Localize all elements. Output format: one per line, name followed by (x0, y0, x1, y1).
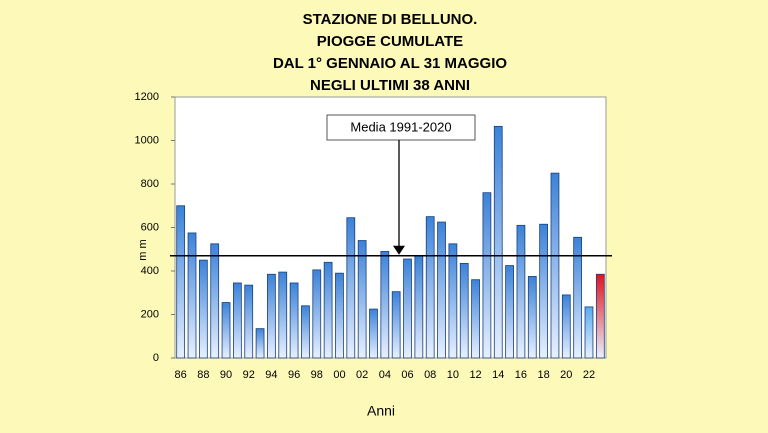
bar (369, 308, 378, 359)
x-tick-label: 10 (447, 369, 459, 381)
chart-title: NEGLI ULTIMI 38 ANNI (310, 77, 470, 94)
bar (527, 276, 537, 359)
bar (561, 294, 571, 359)
x-tick-label: 00 (333, 369, 345, 381)
bar (312, 269, 322, 359)
x-tick-label: 20 (560, 369, 572, 381)
y-axis-label: m m (137, 239, 149, 260)
x-tick-label: 14 (492, 369, 504, 381)
bar (233, 282, 242, 359)
bar (278, 271, 288, 359)
y-tick-label: 1000 (135, 134, 159, 146)
bar (550, 172, 560, 359)
bar (403, 258, 412, 359)
bar (176, 205, 186, 359)
bar (301, 305, 310, 359)
bar (289, 282, 299, 359)
bar (380, 251, 390, 359)
bar (357, 240, 367, 359)
chart-title: DAL 1° GENNAIO AL 31 MAGGIO (273, 55, 507, 72)
arrow-head (393, 245, 405, 255)
x-tick-label: 04 (379, 369, 391, 381)
x-tick-label: 88 (197, 369, 209, 381)
bar (414, 255, 424, 359)
bar (584, 306, 594, 359)
x-tick-label: 02 (356, 369, 368, 381)
bar (505, 265, 514, 359)
x-tick-label: 18 (537, 369, 549, 381)
y-tick-label: 200 (141, 308, 159, 320)
chart-title: PIOGGE CUMULATE (317, 33, 463, 50)
x-tick-label: 16 (515, 369, 527, 381)
bar (255, 328, 265, 359)
annotation: Media 1991-2020 (350, 119, 451, 134)
bar (516, 224, 526, 359)
x-tick-label: 92 (243, 369, 255, 381)
chart-title: STAZIONE DI BELLUNO. (303, 11, 478, 28)
x-axis-label: Anni (367, 403, 395, 419)
annotation-box (326, 114, 476, 141)
y-tick-label: 0 (153, 352, 159, 364)
y-tick-label: 400 (141, 265, 159, 277)
bar (346, 217, 356, 359)
x-tick-label: 98 (311, 369, 323, 381)
bar (198, 259, 208, 359)
bar (595, 273, 605, 359)
x-tick-label: 12 (469, 369, 481, 381)
bar (187, 232, 197, 359)
bar (221, 302, 231, 359)
bar (210, 243, 220, 359)
bar (335, 272, 344, 359)
bar (323, 261, 333, 359)
x-tick-label: 08 (424, 369, 436, 381)
x-tick-label: 90 (220, 369, 232, 381)
bar (244, 284, 254, 359)
bar (391, 291, 401, 359)
y-tick-label: 600 (141, 221, 159, 233)
x-tick-label: 06 (401, 369, 413, 381)
bar (482, 192, 492, 359)
y-tick-label: 800 (141, 178, 159, 190)
bar (573, 236, 583, 359)
bar (459, 262, 469, 359)
bar (471, 279, 480, 359)
bar (539, 223, 548, 359)
bar (493, 125, 503, 359)
x-tick-label: 86 (175, 369, 187, 381)
bar (448, 243, 458, 359)
y-tick-label: 1200 (135, 91, 159, 103)
bar (437, 221, 446, 359)
bar (425, 216, 435, 359)
x-tick-label: 22 (583, 369, 595, 381)
x-tick-label: 96 (288, 369, 300, 381)
bar (267, 273, 276, 359)
x-tick-label: 94 (265, 369, 277, 381)
